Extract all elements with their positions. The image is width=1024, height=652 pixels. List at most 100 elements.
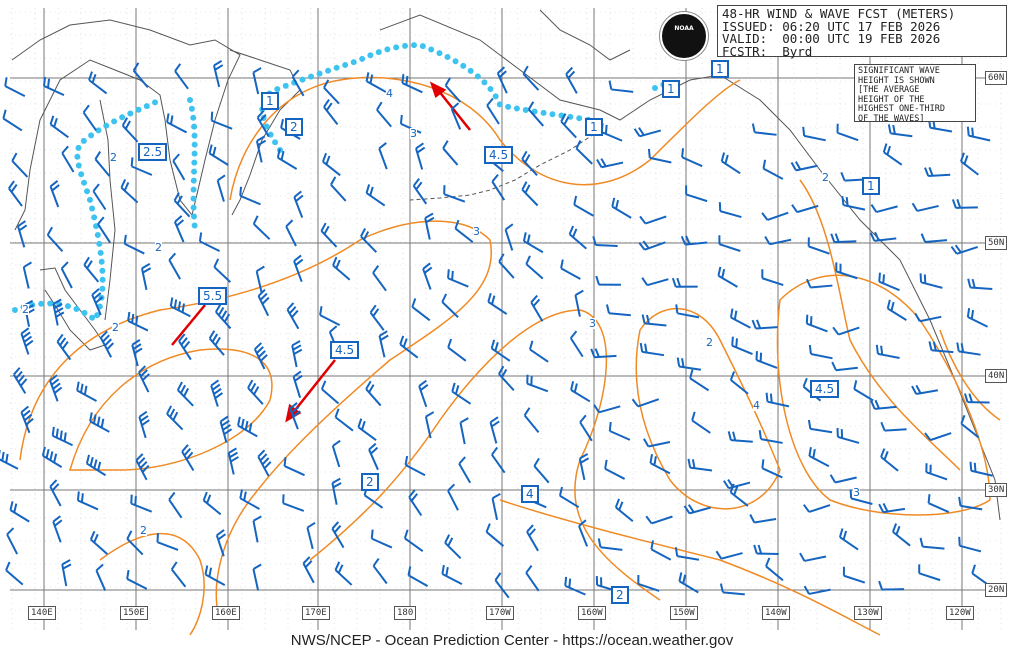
barb-feather: [845, 196, 849, 207]
wind-barb: [590, 348, 617, 359]
wind-barb: [239, 186, 261, 206]
barb-feather: [323, 79, 330, 89]
barb-feather: [365, 380, 372, 390]
barb-feather: [646, 314, 650, 324]
barb-feather: [76, 491, 80, 501]
wind-barb: [11, 152, 29, 178]
longitude-label: 170E: [302, 606, 330, 620]
barb-feather: [51, 426, 55, 436]
barb-feather: [173, 299, 178, 309]
wind-barb: [597, 538, 623, 551]
wind-barb: [140, 262, 152, 291]
contour-label: 2: [110, 151, 117, 164]
latitude-label: 20N: [985, 583, 1008, 597]
wind-barb: [593, 404, 621, 414]
barb-feather: [257, 449, 266, 458]
barb-feather: [874, 231, 880, 241]
wind-barb: [285, 219, 297, 247]
barb-feather: [121, 117, 128, 127]
barb-feather: [259, 113, 267, 123]
wind-barb: [252, 67, 262, 95]
contour-label: 2: [822, 171, 829, 184]
barb-feather: [807, 419, 812, 430]
barb-feather: [880, 421, 886, 431]
barb-feather: [94, 151, 102, 160]
barb-feather: [960, 343, 965, 353]
barb-feather: [838, 528, 844, 538]
barb-feather: [126, 569, 130, 580]
wind-barb: [526, 374, 549, 393]
wind-barb: [966, 307, 988, 328]
barb-feather: [97, 216, 105, 225]
barb-feather: [419, 383, 429, 391]
wind-barb: [678, 572, 699, 594]
wind-barb: [490, 339, 511, 362]
barb-feather: [92, 414, 97, 424]
wind-barb: [370, 529, 393, 549]
wind-barb: [51, 426, 73, 447]
barb-feather: [378, 142, 387, 150]
barb-feather: [755, 319, 762, 329]
wind-barb: [491, 446, 506, 474]
wind-barb: [415, 142, 426, 170]
barb-feather: [55, 428, 59, 438]
barb-feather: [325, 102, 333, 112]
wind-barb: [172, 153, 186, 181]
longitude-label: 180: [394, 606, 417, 620]
wind-barb: [838, 528, 859, 551]
wind-barb: [424, 212, 435, 240]
wind-barb: [130, 157, 153, 176]
barb-feather: [593, 404, 600, 413]
barb-feather: [100, 330, 108, 339]
barb-feather: [85, 454, 91, 464]
barb-feather: [806, 278, 812, 288]
barb-feather: [444, 534, 451, 544]
barb-feather: [22, 409, 31, 418]
barb-feather: [765, 392, 769, 402]
barb-feather: [215, 303, 222, 313]
barb-feather: [914, 312, 921, 322]
barb-feather: [960, 414, 966, 425]
barb-feather: [928, 167, 934, 177]
barb-feather: [892, 523, 898, 533]
wind-barb: [181, 444, 195, 471]
barb-feather: [532, 298, 541, 307]
barb-feather: [320, 222, 327, 232]
barb-feather: [521, 181, 528, 191]
wind-barb: [424, 411, 435, 439]
wind-barb: [138, 410, 150, 439]
wind-barb: [121, 117, 139, 143]
wind-barb: [803, 585, 831, 595]
wind-barb: [790, 161, 818, 172]
barb-feather: [292, 344, 302, 351]
barb-feather: [950, 245, 958, 255]
wind-barb: [578, 453, 590, 481]
barb-feather: [492, 492, 501, 500]
barb-feather: [172, 411, 179, 421]
barb-feather: [286, 302, 295, 311]
wind-barb: [454, 219, 474, 243]
barb-feather: [332, 439, 341, 447]
wind-barb: [676, 357, 702, 371]
wind-barb: [293, 254, 304, 283]
wind-barb: [533, 457, 550, 484]
wind-barb: [808, 344, 833, 360]
barb-feather: [570, 381, 575, 391]
wind-barb: [8, 180, 23, 207]
contour-label: 4: [753, 399, 760, 412]
barb-feather: [288, 306, 297, 315]
barb-feather: [920, 233, 926, 243]
wind-barb: [914, 312, 942, 323]
barb-feather: [882, 274, 886, 284]
barb-feather: [633, 128, 641, 137]
wind-barb: [806, 278, 833, 289]
wind-barb: [60, 261, 73, 289]
wind-barb: [257, 288, 270, 317]
barb-feather: [615, 199, 620, 210]
wind-barb: [247, 379, 264, 405]
wind-barb: [717, 266, 738, 288]
barb-feather: [93, 533, 99, 543]
barb-feather: [611, 197, 616, 207]
barb-feather: [53, 118, 58, 128]
barb-feather: [729, 371, 735, 381]
